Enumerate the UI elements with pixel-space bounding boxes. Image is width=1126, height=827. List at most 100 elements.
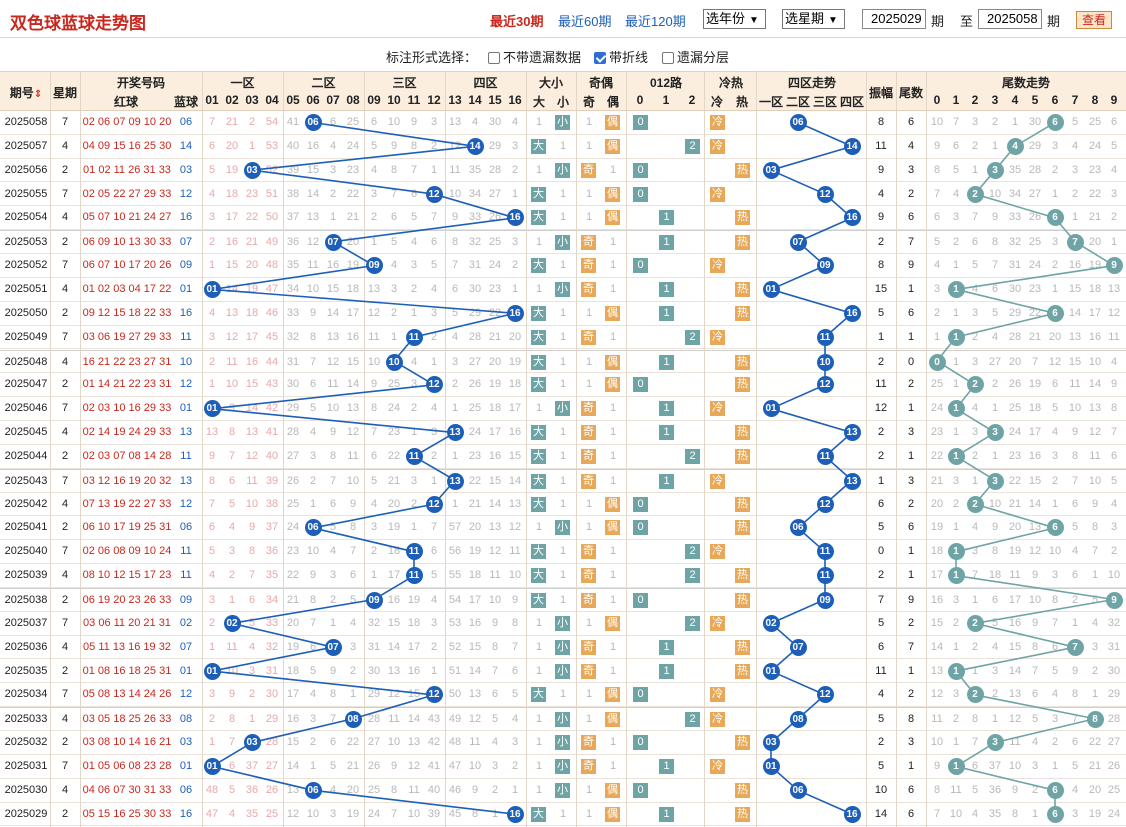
- blue-ball: 12: [179, 688, 193, 701]
- tail-marker: 6: [1046, 304, 1064, 322]
- missing-count: 4: [329, 139, 337, 152]
- tail-missing: 37: [988, 759, 1002, 772]
- missing-count: 5: [370, 139, 378, 152]
- missing-count: 4: [309, 426, 317, 439]
- temp-tag: 热: [735, 496, 750, 512]
- missing-count: 4: [329, 783, 337, 796]
- tail-marker: 8: [1086, 711, 1104, 729]
- blue-ball-marker: 06: [304, 519, 322, 537]
- tail-missing: 8: [933, 163, 941, 176]
- size-tag: 大: [531, 305, 546, 321]
- sort-arrows-icon[interactable]: ⇕: [33, 89, 43, 100]
- tail-missing: 10: [988, 187, 1002, 200]
- missing-count: 24: [286, 521, 300, 534]
- tail-missing: 1: [1051, 282, 1059, 295]
- blue-ball: 06: [179, 116, 193, 128]
- link-recent-120[interactable]: 最近120期: [625, 14, 686, 29]
- from-issue-input[interactable]: 2025029: [862, 9, 926, 29]
- missing-count: 15: [387, 616, 401, 629]
- tail-number: 3: [907, 474, 915, 487]
- tail-missing: 5: [1110, 474, 1118, 487]
- missing-count: 18: [407, 616, 421, 629]
- missing-count: 25: [286, 497, 300, 510]
- blue-ball-marker: 01: [203, 757, 221, 775]
- missing-count: 9: [390, 139, 398, 152]
- size-tag: 小: [555, 615, 570, 631]
- blue-ball-marker: 16: [506, 304, 524, 322]
- missing-count: 7: [329, 474, 337, 487]
- tail-number: 6: [907, 521, 915, 534]
- issue-number: 2025048: [4, 355, 48, 368]
- missing-count: 44: [265, 355, 279, 368]
- missing-count: 33: [468, 211, 482, 224]
- link-recent-30[interactable]: 最近30期: [490, 14, 544, 29]
- temp-tag: 冷: [710, 544, 725, 560]
- missing-count: 13: [508, 497, 522, 510]
- missing-count: 7: [228, 736, 236, 749]
- link-recent-60[interactable]: 最近60期: [558, 14, 612, 29]
- size-tag: 大: [531, 473, 546, 489]
- zone-trend-marker: 01: [762, 400, 780, 418]
- tail-marker: 4: [1006, 137, 1024, 155]
- missing-count: 32: [367, 616, 381, 629]
- tail-missing: 4: [971, 402, 979, 415]
- missing-count: 7: [208, 116, 216, 128]
- checkbox-icon[interactable]: [662, 52, 674, 64]
- missing-count: 12: [387, 688, 401, 701]
- option-with-line[interactable]: 带折线: [594, 47, 648, 66]
- year-select[interactable]: 选年份 ▼: [703, 9, 766, 29]
- zone-trend-marker: 09: [816, 257, 834, 275]
- tail-missing: 1: [933, 330, 941, 343]
- option-no-missing[interactable]: 不带遗漏数据: [488, 47, 581, 66]
- header-num-07: 07: [326, 93, 340, 107]
- tail-missing: 4: [1110, 497, 1118, 510]
- blue-ball-marker: 07: [324, 638, 342, 656]
- missing-count: 1: [451, 402, 459, 415]
- amplitude: 2: [877, 736, 885, 749]
- missing-count: 26: [488, 211, 502, 224]
- tail-missing: 15: [1008, 640, 1022, 653]
- missing-count: 7: [390, 187, 398, 200]
- tail-missing: 11: [1069, 378, 1081, 391]
- week-select[interactable]: 选星期 ▼: [782, 9, 845, 29]
- checkbox-checked-icon[interactable]: [594, 52, 606, 64]
- option-layered[interactable]: 遗漏分层: [662, 47, 729, 66]
- red-balls: 03 06 19 27 29 33: [82, 330, 172, 343]
- tail-missing: 19: [1028, 378, 1042, 391]
- missing-count: 10: [346, 474, 360, 487]
- tail-missing: 19: [1088, 807, 1102, 820]
- blue-ball: 11: [180, 449, 192, 462]
- blue-ball: 01: [179, 664, 193, 677]
- missing-count: 23: [245, 187, 259, 200]
- tail-missing: 24: [1088, 139, 1102, 152]
- header-digit-4: 4: [1011, 93, 1019, 107]
- missing-count: 3: [208, 330, 216, 343]
- checkbox-icon[interactable]: [488, 52, 500, 64]
- temp-tag: 热: [735, 377, 750, 393]
- tail-missing: 7: [971, 736, 979, 749]
- to-issue-input[interactable]: 2025058: [978, 9, 1042, 29]
- header-zt-2: 二区: [785, 95, 810, 109]
- tail-missing: 8: [1091, 521, 1099, 534]
- red-balls: 03 12 16 19 20 32: [82, 474, 172, 487]
- tail-marker: 2: [966, 185, 984, 203]
- blue-ball-marker: 14: [466, 137, 484, 155]
- blue-ball-marker: 11: [405, 328, 423, 346]
- parity-missing: 1: [609, 594, 617, 606]
- missing-count: 13: [205, 426, 219, 439]
- missing-count: 13: [346, 402, 360, 415]
- divider: [866, 111, 867, 827]
- tail-number: 1: [907, 282, 915, 295]
- missing-count: 17: [488, 426, 502, 439]
- tail-number: 2: [907, 378, 915, 391]
- blue-ball-marker: 06: [304, 114, 322, 131]
- size-missing: 1: [559, 139, 567, 152]
- tail-missing: 1: [991, 713, 999, 726]
- missing-count: 19: [387, 521, 401, 534]
- missing-count: 28: [286, 426, 300, 439]
- missing-count: 4: [208, 569, 216, 582]
- query-button[interactable]: 查看: [1076, 11, 1112, 29]
- missing-count: 6: [390, 211, 398, 224]
- zone-trend-marker: 12: [816, 376, 834, 394]
- missing-count: 19: [245, 282, 259, 295]
